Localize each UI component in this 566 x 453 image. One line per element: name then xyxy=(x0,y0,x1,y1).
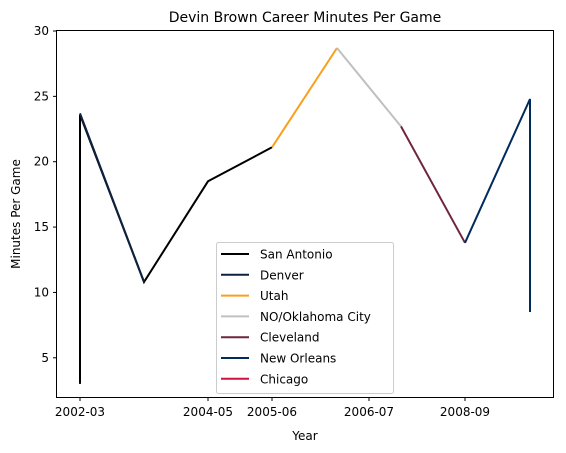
legend-label: New Orleans xyxy=(260,352,336,366)
y-axis: 5 10 15 20 25 30 xyxy=(34,24,57,365)
x-tick-label: 2002-03 xyxy=(55,405,105,419)
x-tick-label: 2004-05 xyxy=(183,405,233,419)
y-tick-label: 25 xyxy=(34,89,49,103)
legend-label: Cleveland xyxy=(260,331,320,345)
y-tick-label: 10 xyxy=(34,285,49,299)
series-line-new-orleans xyxy=(464,98,531,312)
legend-label: Chicago xyxy=(260,372,308,386)
y-tick-label: 5 xyxy=(41,351,49,365)
series-line-utah xyxy=(271,47,338,148)
series-line-denver xyxy=(79,112,145,283)
legend: San Antonio Denver Utah NO/Oklahoma City Cle… xyxy=(216,242,394,394)
y-tick-label: 30 xyxy=(34,24,49,38)
series-line-cleveland xyxy=(400,125,466,244)
legend-label: NO/Oklahoma City xyxy=(260,310,371,324)
x-tick-label: 2005-06 xyxy=(247,405,297,419)
y-tick-label: 15 xyxy=(34,220,49,234)
legend-label: San Antonio xyxy=(260,248,333,262)
plot-frame xyxy=(56,30,554,398)
x-axis: 2002-03 2004-05 2005-06 2006-07 2008-09 xyxy=(55,397,490,419)
legend-label: Utah xyxy=(260,289,288,303)
y-axis-label: Minutes Per Game xyxy=(9,159,23,269)
plot-area xyxy=(79,47,531,384)
y-tick-label: 20 xyxy=(34,155,49,169)
x-tick-label: 2006-07 xyxy=(344,405,394,419)
legend-frame xyxy=(216,242,394,394)
x-tick-label: 2008-09 xyxy=(440,405,490,419)
x-axis-label: Year xyxy=(291,429,317,443)
legend-label: Denver xyxy=(260,268,304,282)
series-line-no-oklahoma-city xyxy=(336,47,402,128)
chart-title: Devin Brown Career Minutes Per Game xyxy=(169,10,442,26)
